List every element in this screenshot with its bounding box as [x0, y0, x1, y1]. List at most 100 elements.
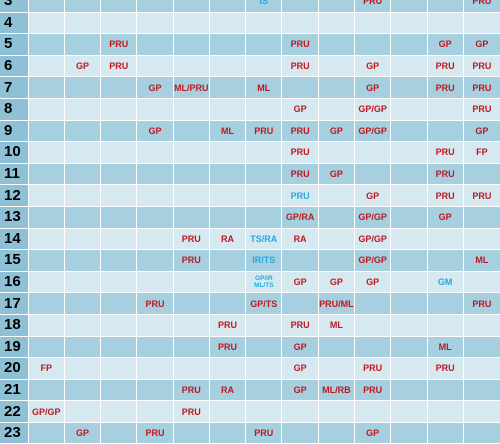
table-cell — [427, 12, 464, 35]
table-row: 7 GP ML/PRU ML GP PRU PRU — [0, 77, 500, 99]
table-cell — [28, 12, 65, 35]
table-cell — [391, 293, 428, 315]
table-cell — [28, 314, 65, 337]
table-cell — [137, 336, 174, 359]
table-cell — [463, 163, 500, 186]
table-row: 17 PRU GP/TS PRU/ML PRU — [0, 293, 500, 315]
row-number: 8 — [0, 98, 29, 121]
table-cell — [209, 401, 247, 423]
table-cell — [209, 358, 247, 380]
table-row: 9 GP ML PRU PRU GP GP/GP GP — [0, 120, 500, 143]
table-cell — [246, 379, 283, 402]
table-cell: GP/GP — [354, 98, 392, 121]
table-cell: GP — [427, 34, 464, 56]
table-cell — [173, 206, 210, 229]
table-cell — [173, 0, 210, 13]
table-row: 23 GP PRU PRU GP — [0, 422, 500, 444]
table-cell: PRU — [246, 120, 283, 143]
table-cell — [137, 98, 174, 121]
table-cell — [354, 314, 392, 337]
table-cell — [137, 55, 174, 78]
table-cell — [64, 34, 102, 56]
table-cell: GP — [427, 206, 464, 229]
table-row: 4 — [0, 12, 500, 35]
table-cell — [318, 55, 355, 78]
table-cell — [101, 163, 138, 186]
table-cell — [64, 12, 102, 35]
table-cell: GP — [354, 271, 392, 294]
table-cell — [209, 142, 247, 164]
table-row: 10 PRU PRU FP — [0, 142, 500, 164]
table-cell: GP — [354, 55, 392, 78]
table-cell — [318, 206, 355, 229]
table-cell — [64, 314, 102, 337]
row-number: 13 — [0, 206, 29, 229]
table-cell — [391, 98, 428, 121]
table-cell — [354, 142, 392, 164]
table-cell: FP — [463, 142, 500, 164]
table-cell — [28, 228, 65, 251]
row-number: 5 — [0, 34, 29, 56]
table-cell: GP — [137, 77, 174, 99]
table-cell — [101, 271, 138, 294]
table-cell: GM — [427, 271, 464, 294]
table-cell — [64, 185, 102, 207]
table-cell — [209, 12, 247, 35]
table-cell — [318, 336, 355, 359]
table-cell — [282, 422, 319, 444]
table-cell: PRU — [354, 0, 392, 13]
table-cell — [246, 98, 283, 121]
table-cell — [391, 358, 428, 380]
row-number: 11 — [0, 163, 29, 186]
table-cell — [101, 0, 138, 13]
table-cell — [101, 77, 138, 99]
row-number: 4 — [0, 12, 29, 35]
table-cell — [354, 12, 392, 35]
table-cell: GP — [318, 271, 355, 294]
table-cell — [209, 293, 247, 315]
table-cell: PRU — [282, 55, 319, 78]
table-row: 3 IS PRU PRU — [0, 0, 500, 13]
table-cell — [427, 228, 464, 251]
table-cell — [391, 314, 428, 337]
table-cell: ML/RB — [318, 379, 355, 402]
table-row: 13 GP/RA GP/GP GP — [0, 206, 500, 229]
table-cell: PRU — [427, 142, 464, 164]
table-cell: PRU — [354, 379, 392, 402]
table-cell — [354, 163, 392, 186]
table-row: 12 PRU GP PRU PRU — [0, 185, 500, 207]
table-cell: PRU — [463, 0, 500, 13]
table-cell — [391, 422, 428, 444]
table-cell — [64, 98, 102, 121]
table-cell — [101, 98, 138, 121]
table-cell — [318, 250, 355, 272]
table-cell — [28, 0, 65, 13]
table-cell — [246, 206, 283, 229]
table-cell — [64, 206, 102, 229]
table-cell — [318, 98, 355, 121]
table-cell — [173, 142, 210, 164]
table-cell — [246, 401, 283, 423]
table-cell — [427, 293, 464, 315]
table-cell: PRU — [137, 293, 174, 315]
table-cell — [282, 0, 319, 13]
table-cell — [463, 12, 500, 35]
table-cell: PRU — [101, 34, 138, 56]
table-row: 6 GP PRU PRU GP PRU PRU — [0, 55, 500, 78]
table-cell — [28, 293, 65, 315]
table-cell — [28, 206, 65, 229]
table-cell: PRU — [282, 314, 319, 337]
table-cell — [354, 293, 392, 315]
table-cell: FP — [28, 358, 65, 380]
table-cell — [391, 185, 428, 207]
table-cell — [282, 77, 319, 99]
table-cell — [28, 271, 65, 294]
table-cell: GP — [463, 120, 500, 143]
table-cell: ML/PRU — [173, 77, 210, 99]
table-cell: PRU — [173, 401, 210, 423]
table-cell — [28, 120, 65, 143]
table-cell — [427, 250, 464, 272]
table-cell — [391, 55, 428, 78]
table-cell: PRU — [463, 98, 500, 121]
